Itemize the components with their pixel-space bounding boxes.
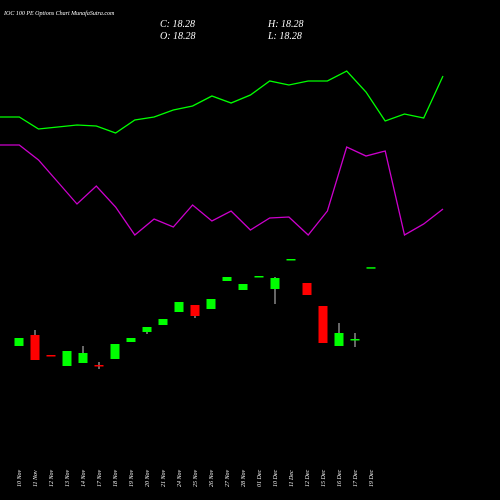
x-tick-label: 11 Dec [289,470,295,487]
x-tick-label: 12 Dec [305,470,311,487]
x-tick-label: 17 Nov [97,469,103,487]
x-tick-label: 18 Nov [113,469,119,487]
candle-body [94,365,104,367]
x-tick-label: 19 Dec [369,470,375,487]
indicator-line [0,144,444,236]
candle-body [238,284,248,290]
high-label: H: 18.28 [267,19,304,30]
x-tick-label: 10 Dec [273,470,279,487]
candle-body [366,267,376,269]
x-tick-label: 10 Nov [17,469,23,487]
candle-body [142,327,152,332]
candle-body [14,338,24,346]
close-label: C: 18.28 [160,19,195,30]
x-tick-label: 28 Nov [241,469,247,487]
candle-body [78,353,88,363]
candle-body [286,259,296,261]
x-tick-label: 27 Nov [225,469,231,487]
x-tick-label: 12 Nov [49,469,55,487]
x-tick-label: 19 Nov [129,469,135,487]
x-tick-label: 17 Dec [353,470,359,487]
candle-body [302,283,312,295]
candle-body [46,355,56,357]
x-tick-label: 11 Nov [33,470,39,487]
low-label: L: 18.28 [267,31,302,42]
chart-title: IOC 100 PE Options Chart MunafaSutra.com [3,10,115,17]
candle-body [254,276,264,278]
x-tick-label: 24 Nov [176,469,183,487]
x-tick-label: 25 Nov [193,469,199,487]
x-tick-label: 13 Nov [65,469,71,487]
x-tick-label: 15 Dec [321,470,327,487]
x-tick-label: 21 Nov [161,469,167,487]
candle-body [174,302,184,312]
candle-body [350,339,360,341]
candle-body [190,305,200,316]
candle-body [110,344,120,359]
candle-body [126,338,136,342]
candle-body [30,335,40,360]
candle-body [270,278,280,289]
candle-body [222,277,232,281]
candle-body [318,306,328,343]
x-tick-label: 16 Dec [337,470,343,487]
indicator-line [0,70,444,134]
candle-body [206,299,216,309]
x-tick-label: 20 Nov [145,469,151,487]
x-tick-label: 01 Dec [257,470,263,487]
candle-body [158,319,168,325]
x-tick-label: 26 Nov [209,469,215,487]
x-tick-label: 14 Nov [80,469,87,487]
candle-body [334,333,344,346]
open-label: O: 18.28 [160,31,196,42]
candle-body [62,351,72,366]
